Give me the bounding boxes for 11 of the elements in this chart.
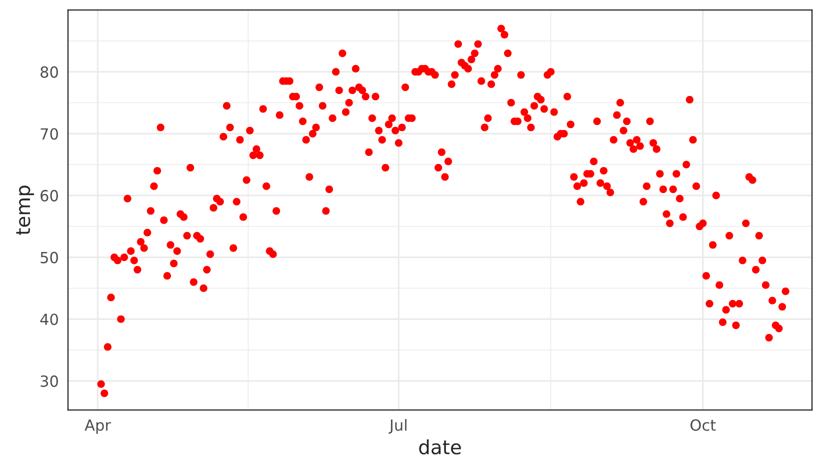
y-tick-label: 40 [40, 314, 58, 326]
y-tick-label: 30 [40, 375, 58, 387]
x-axis-title: date [419, 439, 461, 454]
x-tick-label: Apr [84, 420, 111, 434]
y-tick-label: 80 [40, 66, 58, 78]
x-tick-label: Jul [388, 419, 406, 434]
y-tick-label: 70 [40, 128, 58, 140]
y-tick-label: 50 [40, 252, 58, 264]
y-tick-label: 60 [40, 190, 58, 202]
y-axis-title: temp [16, 186, 34, 235]
x-tick-label: Oct [690, 419, 716, 431]
